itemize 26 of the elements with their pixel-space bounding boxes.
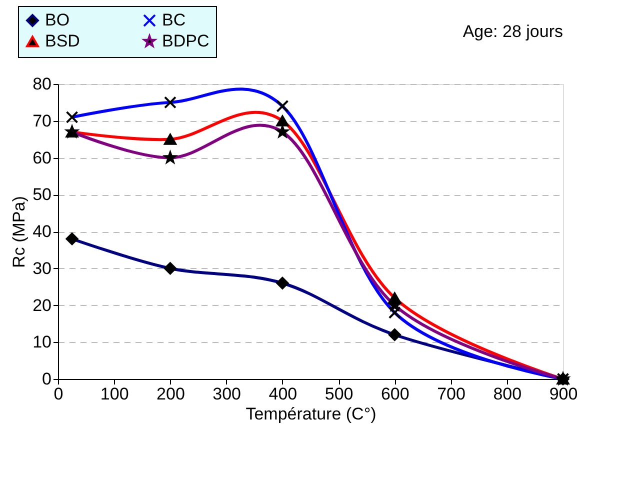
y-tick-label: 0	[42, 370, 52, 388]
text: Age: 28 jours	[462, 22, 563, 41]
legend-label: BSD	[45, 32, 80, 50]
y-axis-title: Rc (MPa)	[10, 196, 29, 268]
y-tick-label: 70	[32, 111, 52, 130]
x-tick-label: 500	[324, 384, 354, 404]
y-tick-label: 40	[32, 222, 52, 241]
y-tick-label: 20	[32, 296, 52, 315]
legend-label: BDPC	[162, 32, 210, 50]
y-tick-label: 10	[32, 332, 52, 352]
x-tick-label: 0	[54, 384, 64, 404]
y-tick-label: 60	[32, 148, 52, 168]
y-tick-label: 50	[32, 185, 52, 204]
x-tick-label: 600	[380, 384, 410, 404]
x-tick-label: 800	[493, 384, 522, 404]
legend-label: BC	[162, 10, 186, 30]
x-tick-label: 400	[268, 384, 298, 404]
x-axis-title: Température (C°)	[246, 404, 376, 424]
y-tick-label: 30	[32, 258, 52, 278]
y-tick-label: 80	[32, 74, 52, 94]
x-tick-label: 700	[437, 384, 466, 404]
x-tick-label: 200	[156, 384, 185, 404]
x-tick-label: 900	[549, 384, 578, 404]
legend-label: BO	[45, 10, 70, 30]
x-tick-label: 100	[100, 384, 129, 404]
x-tick-label: 300	[212, 384, 242, 404]
